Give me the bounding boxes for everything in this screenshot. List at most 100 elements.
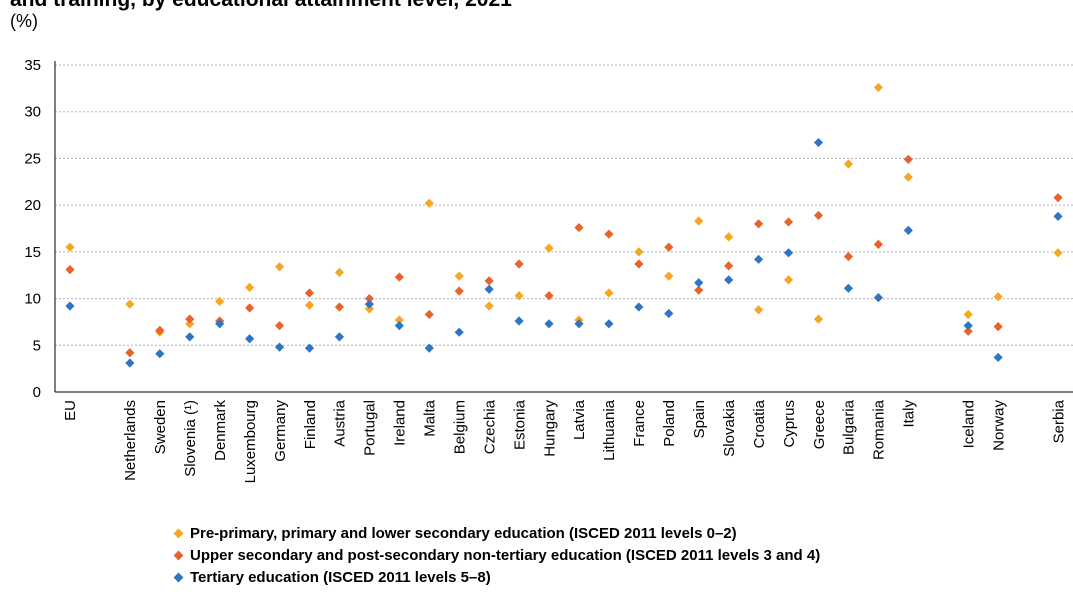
point-series-2-24: [783, 248, 794, 258]
point-series-1-24: [783, 217, 794, 227]
x-tick-label-16: Hungary: [541, 400, 558, 457]
point-series-2-8: [304, 343, 315, 353]
point-series-1-26: [843, 251, 854, 262]
point-series-1-3: [155, 325, 165, 335]
legend-item-series-0: Pre-primary, primary and lower secondary…: [172, 522, 820, 544]
point-series-2-18: [604, 319, 614, 329]
point-series-0-33: [1053, 248, 1063, 258]
legend-label-series-1: Upper secondary and post-secondary non-t…: [190, 546, 821, 564]
x-tick-label-4: Slovenia (¹): [182, 400, 199, 477]
x-tick-label-14: Czechia: [481, 399, 498, 454]
x-tick-label-3: Sweden: [152, 400, 169, 454]
x-tick-label-21: Spain: [691, 400, 708, 438]
point-series-0-21: [694, 216, 704, 226]
point-series-0-18: [604, 288, 614, 298]
x-tick-label-5: Denmark: [212, 400, 229, 461]
y-tick-label-7: 35: [24, 57, 41, 74]
point-series-1-16: [544, 291, 554, 301]
point-series-1-25: [813, 210, 824, 221]
point-series-1-27: [873, 239, 883, 249]
x-tick-label-11: Ireland: [392, 400, 409, 446]
x-tick-label-9: Austria: [332, 399, 349, 446]
x-tick-label-22: Slovakia: [721, 399, 738, 456]
point-series-0-4: [185, 319, 195, 329]
point-series-2-20: [664, 308, 674, 319]
point-series-0-5: [215, 296, 225, 306]
legend-marker-series-0: [173, 528, 184, 538]
x-tick-label-7: Germany: [272, 400, 289, 462]
point-series-2-0: [65, 301, 75, 311]
x-tick-label-17: Latvia: [571, 399, 588, 440]
x-tick-label-28: Italy: [901, 400, 918, 428]
x-tick-label-23: Croatia: [751, 399, 768, 448]
legend-label-series-0: Pre-primary, primary and lower secondary…: [190, 524, 737, 542]
point-series-1-4: [185, 314, 195, 324]
point-series-1-23: [754, 219, 764, 229]
point-series-0-20: [664, 271, 674, 281]
x-tick-label-6: Luxembourg: [242, 400, 259, 483]
point-series-2-11: [394, 321, 404, 331]
point-series-1-12: [424, 309, 434, 320]
point-series-2-27: [873, 293, 883, 303]
point-series-2-21: [694, 278, 704, 288]
x-tick-label-19: France: [631, 400, 648, 447]
y-tick-label-2: 10: [24, 291, 41, 308]
point-series-1-6: [245, 303, 255, 313]
point-series-1-22: [724, 261, 734, 271]
point-series-2-22: [724, 275, 734, 285]
y-tick-label-6: 30: [24, 104, 41, 121]
legend-marker-series-1: [173, 550, 184, 560]
point-series-2-9: [334, 332, 345, 342]
point-series-0-9: [334, 267, 345, 278]
x-tick-label-15: Estonia: [511, 399, 528, 450]
point-series-0-24: [783, 275, 794, 285]
y-tick-label-5: 25: [24, 150, 41, 167]
point-series-1-17: [574, 222, 584, 233]
point-series-0-23: [754, 305, 764, 315]
point-series-0-28: [903, 172, 913, 182]
point-series-2-25: [813, 137, 824, 148]
point-series-1-33: [1053, 193, 1063, 203]
point-series-2-16: [544, 319, 554, 329]
point-series-1-19: [634, 259, 644, 269]
point-series-0-15: [514, 291, 524, 301]
point-series-1-13: [454, 286, 464, 296]
point-series-2-28: [903, 225, 913, 235]
point-series-0-19: [634, 247, 644, 257]
x-tick-label-0: EU: [62, 400, 79, 421]
point-series-2-31: [993, 352, 1003, 363]
point-series-2-2: [125, 358, 135, 368]
point-series-1-31: [993, 322, 1003, 332]
legend-item-series-2: Tertiary education (ISCED 2011 levels 5–…: [172, 566, 820, 588]
point-series-0-7: [274, 262, 285, 272]
point-series-1-20: [664, 242, 674, 252]
x-tick-label-18: Lithuania: [601, 399, 618, 461]
legend-marker-series-2: [173, 572, 184, 582]
point-series-1-7: [274, 321, 285, 331]
point-series-0-31: [993, 292, 1003, 302]
point-series-1-10: [364, 293, 374, 304]
x-tick-label-26: Bulgaria: [841, 399, 858, 455]
x-tick-label-12: Malta: [422, 399, 439, 436]
point-series-1-30: [963, 326, 973, 336]
point-series-2-17: [574, 319, 584, 329]
point-series-1-9: [334, 302, 345, 312]
point-series-1-28: [903, 154, 913, 164]
point-series-1-14: [484, 276, 494, 286]
point-series-0-25: [813, 314, 824, 324]
point-series-1-18: [604, 229, 614, 239]
point-series-1-11: [394, 272, 404, 282]
point-series-0-6: [245, 282, 255, 292]
point-series-0-11: [394, 315, 404, 325]
point-series-2-6: [245, 334, 255, 344]
point-series-0-12: [424, 198, 434, 208]
point-series-2-19: [634, 302, 644, 312]
x-tick-label-31: Norway: [990, 400, 1007, 451]
point-series-0-14: [484, 301, 494, 311]
y-tick-label-3: 15: [24, 244, 41, 261]
y-tick-label-4: 20: [24, 197, 41, 214]
point-series-0-30: [963, 309, 973, 320]
point-series-2-7: [274, 342, 285, 352]
x-tick-label-27: Romania: [871, 399, 888, 460]
